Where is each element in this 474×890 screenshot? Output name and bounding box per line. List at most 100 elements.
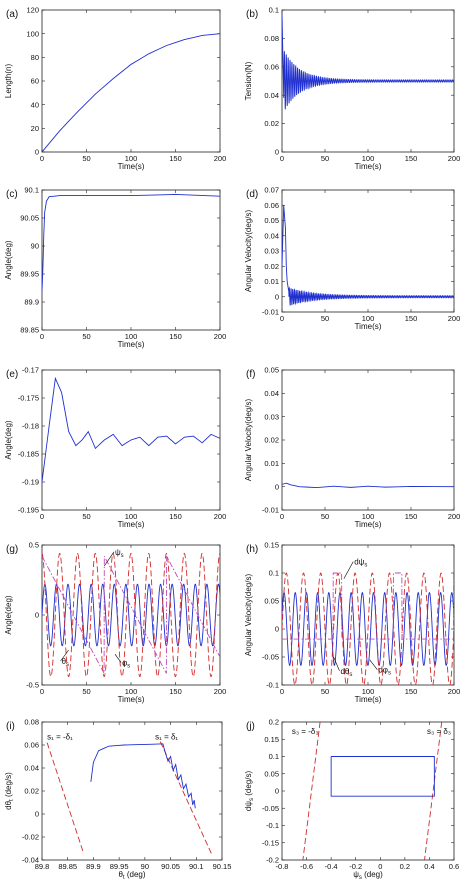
x-tick-label: 0.2	[400, 862, 410, 871]
y-tick-label: 0.2	[269, 718, 279, 727]
y-tick-label: 60	[31, 77, 39, 86]
y-tick-label: 120	[26, 6, 39, 15]
y-tick-label: 90.1	[24, 186, 39, 195]
x-tick-label: 50	[82, 332, 90, 341]
x-axis-label: Time(s)	[118, 340, 145, 349]
x-axis-label: Time(s)	[118, 695, 145, 704]
annotation-label: φs	[122, 658, 130, 669]
series-group	[282, 12, 454, 110]
annotation-arrow	[104, 551, 115, 567]
y-tick-label: 0.02	[264, 262, 279, 271]
y-tick-label: 0.03	[264, 247, 279, 256]
x-tick-label: 89.8	[35, 862, 50, 871]
y-tick-label: -0.195	[18, 506, 39, 515]
x-tick-label: 150	[169, 512, 182, 521]
x-tick-label: 100	[125, 154, 138, 163]
y-tick-label: 20	[31, 124, 39, 133]
y-tick-label: 0.06	[264, 201, 279, 210]
series-line-red	[42, 552, 220, 678]
panel-label: (j)	[246, 721, 255, 732]
annotation-arrow	[343, 561, 354, 579]
x-tick-label: 200	[214, 154, 227, 163]
series-line-blue	[330, 756, 435, 797]
y-tick-label: -0.05	[262, 653, 279, 662]
y-tick-label: 0.02	[264, 119, 279, 128]
annotation-label: s₃ = δ₃	[427, 727, 451, 736]
x-axis-label: Time(s)	[355, 695, 382, 704]
y-tick-label: 0	[275, 482, 279, 491]
x-tick-label: 100	[362, 314, 375, 323]
x-tick-label: 50	[82, 154, 90, 163]
series-line-blue	[282, 591, 454, 667]
annotation-label: θs	[62, 657, 69, 668]
x-tick-label: 100	[362, 512, 375, 521]
series-group	[42, 194, 220, 291]
x-tick-label: 100	[125, 687, 138, 696]
series-group	[42, 33, 220, 152]
y-axis-label: dθt (deg/s)	[4, 772, 15, 810]
y-tick-label: 0.04	[264, 91, 279, 100]
x-tick-label: 200	[448, 512, 461, 521]
label-subscript: t	[9, 799, 15, 801]
y-tick-label: -0.17	[22, 366, 39, 375]
x-axis-label: θt (deg)	[118, 870, 145, 881]
y-axis-label: Angle(deg)	[4, 420, 13, 459]
annotation-label: dφs	[378, 666, 391, 677]
x-axis-label: Time(s)	[118, 520, 145, 529]
x-axis-label: Time(s)	[355, 520, 382, 529]
y-tick-label: -0.18	[22, 422, 39, 431]
series-line-red	[159, 741, 213, 855]
x-tick-label: 0	[280, 512, 284, 521]
plot-frame	[41, 189, 221, 331]
y-tick-label: -0.19	[22, 478, 39, 487]
y-tick-label: 0.01	[264, 459, 279, 468]
series-group	[302, 722, 443, 860]
x-tick-label: 200	[214, 512, 227, 521]
x-tick-label: -0.8	[276, 862, 289, 871]
y-tick-label: 100	[26, 29, 39, 38]
x-tick-label: 0	[40, 687, 44, 696]
y-tick-label: 0	[35, 148, 39, 157]
x-tick-label: 90.15	[213, 862, 232, 871]
plot-frame	[41, 9, 221, 153]
x-tick-label: 200	[214, 332, 227, 341]
y-tick-label: 0.06	[264, 62, 279, 71]
y-tick-label: 0.5	[29, 541, 39, 550]
x-tick-label: 50	[321, 314, 329, 323]
y-tick-label: 0.1	[269, 752, 279, 761]
y-tick-label: 0.08	[24, 718, 39, 727]
y-tick-label: -0.01	[262, 308, 279, 317]
panel-label: (b)	[246, 9, 258, 20]
label-rest: (deg)	[362, 870, 383, 879]
y-tick-label: 0	[275, 148, 279, 157]
chart-panel-2: 0 50 100 150 200 89.85 89.9 89.95 90 90.05 90.1 (c)…	[4, 186, 226, 349]
series-group	[282, 482, 454, 489]
chart-panel-4: 0 50 100 150 200 -0.195 -0.19 -0.185 -0.18 -0.175…	[4, 366, 226, 529]
annotation-arrow	[114, 654, 122, 663]
series-line-blue	[282, 205, 454, 306]
y-tick-label: 0.02	[24, 787, 39, 796]
series-group	[46, 741, 213, 855]
x-tick-label: 0	[280, 314, 284, 323]
series-line-magenta	[282, 572, 454, 640]
y-tick-label: 0.06	[24, 741, 39, 750]
x-tick-label: 100	[125, 332, 138, 341]
y-tick-label: -0.02	[22, 833, 39, 842]
chart-panel-1: 0 50 100 150 200 0 0.02 0.04 0.06 0.08 0.1 (b) Time(…	[244, 6, 460, 171]
series-line-blue	[282, 482, 454, 489]
x-axis-label: Time(s)	[118, 162, 145, 171]
y-axis-label: Angular Velocity(deg/s)	[244, 210, 253, 293]
label-subscript: s	[249, 798, 255, 801]
label-subscript: s	[359, 875, 362, 881]
annotation-subscript: s	[349, 672, 352, 678]
y-tick-label: 0.05	[264, 366, 279, 375]
x-tick-label: 200	[448, 314, 461, 323]
x-tick-label: -0.4	[325, 862, 338, 871]
x-tick-label: 150	[169, 154, 182, 163]
panel-label: (a)	[6, 9, 18, 20]
x-tick-label: 200	[448, 154, 461, 163]
series-line-red	[424, 722, 443, 860]
x-tick-label: 100	[362, 154, 375, 163]
y-tick-label: -0.1	[266, 821, 279, 830]
x-tick-label: -0.6	[300, 862, 313, 871]
